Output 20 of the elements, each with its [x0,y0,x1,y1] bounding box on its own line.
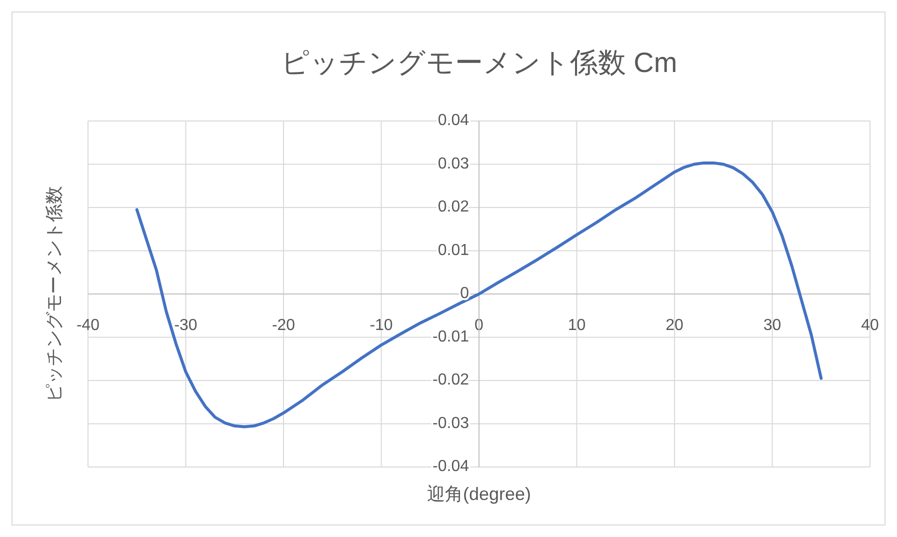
y-tick-label: 0 [460,285,470,302]
y-tick-label: -0.03 [432,414,470,432]
y-tick-label: -0.01 [432,328,470,346]
x-tick-label: 30 [763,317,782,334]
x-tick-label: -30 [174,317,198,334]
y-tick-label: 0.03 [438,155,470,172]
x-tick-label: 20 [666,317,684,334]
x-tick-label: -20 [272,317,296,334]
chart-title: ピッチングモーメント係数 Cm [280,47,678,78]
x-tick-label: 40 [861,317,879,334]
y-tick-label: -0.04 [432,458,470,475]
x-tick-label: 10 [568,317,586,334]
y-axis-title: ピッチングモーメント係数 [44,186,64,402]
y-tick-label: 0.01 [438,242,470,259]
x-tick-label: -10 [370,317,393,334]
y-tick-label: -0.02 [432,372,470,388]
y-tick-label: 0.02 [438,198,470,216]
x-axis-title: 迎角(degree) [426,484,532,504]
y-tick-label: 0.04 [438,112,470,129]
x-tick-label: -40 [76,317,100,334]
